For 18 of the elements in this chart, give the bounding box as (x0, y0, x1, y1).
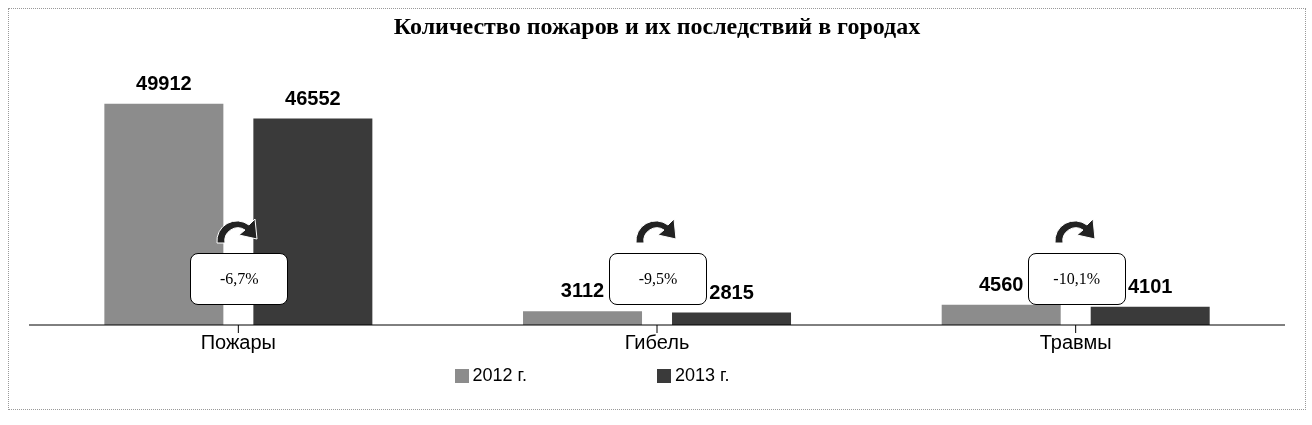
data-label: 3112 (560, 279, 605, 302)
bar (523, 311, 643, 325)
data-label: 2815 (709, 280, 754, 303)
rounded-callout-box: -9,5% (609, 253, 707, 305)
data-label: 4560 (978, 272, 1024, 295)
legend-label: 2013 г. (675, 365, 730, 385)
data-label: 4101 (1127, 274, 1173, 297)
x-tick-label: Травмы (1039, 331, 1112, 354)
x-tick-label: Пожары (200, 331, 276, 354)
rounded-callout-box: -6,7% (190, 253, 289, 305)
legend-label: 2012 г. (472, 365, 527, 385)
bar (1090, 306, 1210, 325)
x-tick-label: Гибель (624, 331, 690, 354)
chart-title: Количество пожаров и их последствий в городах (392, 13, 922, 40)
data-label: 46552 (285, 86, 341, 109)
rounded-callout-box: -10,1% (1027, 253, 1126, 305)
data-label: 49912 (136, 71, 192, 94)
bar (941, 304, 1061, 325)
